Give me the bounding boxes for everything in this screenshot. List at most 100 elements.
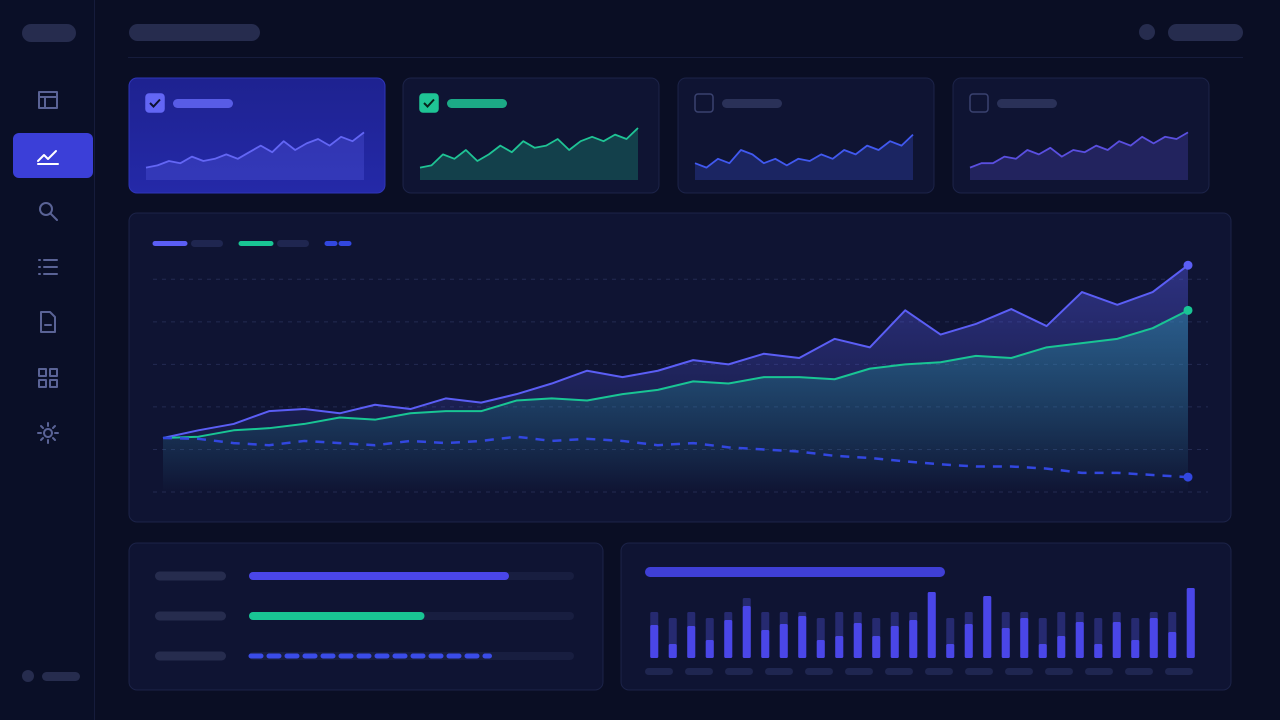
bar	[1001, 628, 1010, 658]
series-area	[163, 265, 1188, 492]
x-label-placeholder	[965, 668, 993, 675]
bar	[1020, 618, 1029, 658]
nav-icon	[40, 311, 56, 333]
nav-item[interactable]	[13, 133, 93, 178]
x-label-placeholder	[1085, 668, 1113, 675]
sparkline	[694, 133, 914, 169]
nav-icon	[38, 368, 58, 388]
sidebar	[0, 0, 94, 720]
sparkline	[419, 127, 639, 169]
x-label-placeholder	[725, 668, 753, 675]
x-label-placeholder	[925, 668, 953, 675]
x-label-placeholder	[765, 668, 793, 675]
checkmark	[149, 98, 161, 108]
sparkline-card[interactable]	[402, 77, 660, 194]
x-label-placeholder	[1165, 668, 1193, 675]
x-label-placeholder	[845, 668, 873, 675]
x-label-placeholder	[645, 668, 673, 675]
bar	[927, 592, 936, 658]
sparkline-area	[146, 132, 364, 180]
bar	[761, 630, 770, 658]
checkmark	[423, 98, 435, 108]
end-point	[1183, 472, 1193, 482]
nav-item[interactable]	[39, 202, 58, 221]
sparkline-area	[695, 134, 913, 180]
bar	[724, 620, 733, 658]
progress-fill	[249, 612, 425, 620]
bar	[687, 626, 696, 658]
series-line	[162, 309, 1189, 439]
progress-label-placeholder	[155, 611, 226, 621]
progress-label-placeholder	[155, 651, 226, 661]
progress-fill	[249, 572, 509, 580]
bar	[668, 644, 677, 658]
nav-icon	[37, 422, 59, 444]
bar	[1075, 622, 1084, 658]
nav-icon	[38, 259, 58, 275]
bar	[890, 626, 899, 658]
bar-chart-card	[620, 542, 1232, 691]
sparkline	[145, 131, 365, 169]
card-title-placeholder	[997, 99, 1057, 108]
bar	[1186, 588, 1195, 658]
bar	[1131, 640, 1140, 658]
bar	[964, 624, 973, 658]
nav-item[interactable]	[38, 91, 58, 109]
card-title-placeholder	[447, 99, 507, 108]
nav-icon	[39, 202, 58, 221]
nav-item[interactable]	[40, 311, 56, 333]
x-label-placeholder	[805, 668, 833, 675]
bar	[1168, 632, 1177, 658]
nav-icon	[38, 91, 58, 109]
end-point	[1183, 305, 1193, 315]
bar	[742, 606, 751, 658]
page-title-placeholder	[129, 24, 260, 41]
nav-icon	[37, 150, 59, 165]
user-placeholder	[42, 672, 80, 681]
series-line	[162, 435, 1189, 479]
sparkline-card[interactable]	[677, 77, 935, 194]
bar	[779, 624, 788, 658]
bar	[1112, 622, 1121, 658]
bar	[1094, 644, 1103, 658]
bar	[909, 620, 918, 658]
nav	[13, 91, 93, 444]
checkbox[interactable]	[145, 93, 165, 113]
sparkline-card[interactable]	[952, 77, 1210, 194]
sparkline-card[interactable]	[128, 77, 386, 194]
checkbox[interactable]	[694, 93, 714, 113]
bar	[835, 636, 844, 658]
card-title-placeholder	[173, 99, 233, 108]
nav-item[interactable]	[38, 259, 58, 275]
bar	[983, 596, 992, 658]
x-label-placeholder	[685, 668, 713, 675]
profile-button[interactable]	[1168, 24, 1243, 41]
nav-item[interactable]	[38, 368, 58, 388]
bar	[1149, 618, 1158, 658]
sparkline	[969, 131, 1189, 169]
legend-label-placeholder	[277, 240, 309, 247]
x-label-placeholder	[1045, 668, 1073, 675]
avatar	[22, 670, 34, 682]
x-label-placeholder	[885, 668, 913, 675]
notification-icon[interactable]	[1139, 24, 1155, 40]
nav-active-bg	[13, 133, 93, 178]
legend-label-placeholder	[191, 240, 223, 247]
main-chart	[152, 240, 1208, 493]
bar	[798, 616, 807, 658]
checkbox[interactable]	[419, 93, 439, 113]
bar	[816, 640, 825, 658]
bar	[650, 625, 659, 658]
bar	[872, 636, 881, 658]
card-title-placeholder	[722, 99, 782, 108]
nav-item[interactable]	[37, 422, 59, 444]
sparkline-cards	[128, 77, 1210, 194]
checkbox[interactable]	[969, 93, 989, 113]
bar	[1038, 644, 1047, 658]
bar	[1057, 636, 1066, 658]
bar	[705, 640, 714, 658]
series-line	[162, 264, 1189, 439]
bar	[853, 623, 862, 658]
